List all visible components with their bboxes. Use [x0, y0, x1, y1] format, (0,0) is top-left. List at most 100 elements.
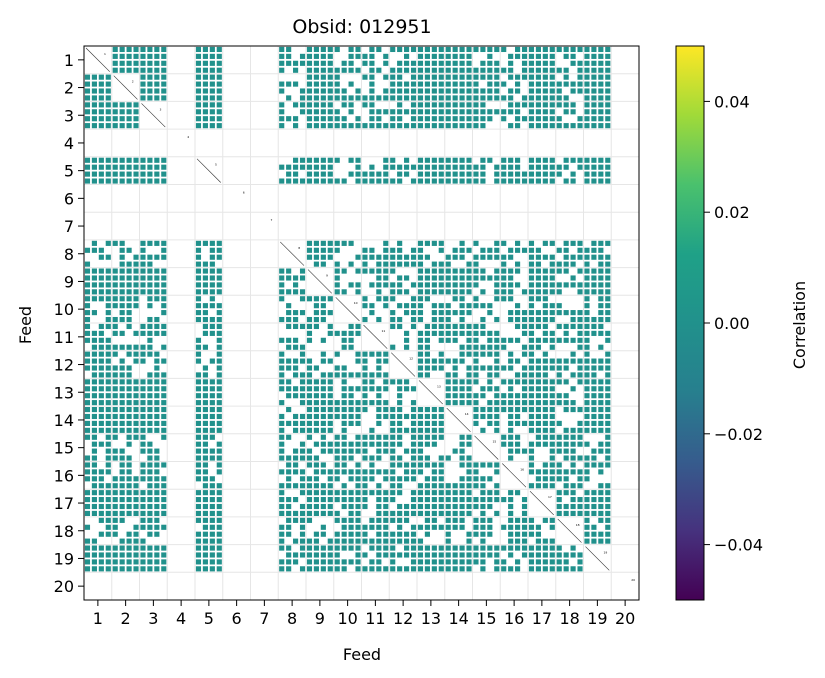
heatmap-cell [542, 407, 548, 413]
heatmap-cell [202, 497, 208, 503]
heatmap-cell [91, 88, 97, 94]
heatmap-cell [299, 490, 306, 496]
heatmap-cell [140, 178, 146, 184]
heatmap-cell [577, 67, 583, 73]
heatmap-cell [362, 261, 368, 267]
heatmap-cell [147, 503, 153, 510]
heatmap-cell [501, 497, 507, 503]
heatmap-cell [605, 240, 611, 246]
heatmap-cell [195, 289, 202, 295]
heatmap-cell [591, 400, 597, 406]
y-tick-label: 8 [64, 245, 74, 264]
heatmap-cell [584, 379, 590, 385]
heatmap-cell [299, 420, 306, 426]
heatmap-cell [605, 296, 611, 302]
heatmap-cell [535, 289, 541, 295]
heatmap-cell [105, 303, 111, 309]
heatmap-cell [577, 157, 583, 163]
heatmap-cell [147, 427, 153, 433]
heatmap-cell [209, 323, 215, 330]
heatmap-cell [147, 254, 153, 260]
heatmap-cell [147, 268, 153, 274]
y-tick-label: 18 [54, 522, 74, 541]
heatmap-cell [306, 490, 313, 496]
heatmap-cell [515, 74, 521, 80]
heatmap-cell [112, 157, 118, 163]
heatmap-cell [216, 316, 222, 323]
heatmap-cell [119, 67, 125, 73]
heatmap-cell [473, 379, 479, 385]
heatmap-cell [563, 455, 569, 461]
heatmap-cell [459, 448, 465, 454]
heatmap-cell [286, 316, 292, 323]
heatmap-cell [445, 330, 451, 336]
heatmap-cell [508, 358, 514, 364]
heatmap-cell [383, 303, 389, 309]
heatmap-cell [355, 123, 361, 129]
heatmap-cell [473, 95, 479, 101]
heatmap-cell [355, 497, 361, 503]
heatmap-cell [313, 109, 319, 115]
heatmap-cell [216, 310, 222, 316]
heatmap-cell [140, 351, 146, 357]
heatmap-cell [556, 379, 562, 385]
heatmap-cell [591, 247, 597, 253]
heatmap-cell [598, 164, 604, 170]
heatmap-cell [195, 247, 202, 253]
heatmap-cell [112, 503, 118, 510]
heatmap-cell [84, 427, 91, 433]
heatmap-cell [140, 379, 146, 385]
heatmap-cell [591, 123, 597, 129]
heatmap-cell [508, 164, 514, 170]
heatmap-cell [521, 386, 528, 392]
heatmap-cell [154, 67, 160, 73]
heatmap-cell [147, 337, 153, 343]
heatmap-cell [570, 372, 576, 378]
heatmap-cell [119, 510, 125, 516]
heatmap-cell [480, 74, 486, 80]
heatmap-cell [327, 74, 333, 80]
heatmap-cell [390, 407, 396, 413]
heatmap-cell [487, 531, 493, 537]
heatmap-cell [133, 123, 139, 129]
heatmap-cell [209, 261, 215, 267]
heatmap-cell [556, 434, 562, 440]
heatmap-cell [306, 81, 313, 87]
plot-frame [83, 45, 640, 601]
heatmap-cell [459, 344, 465, 350]
heatmap-cell [459, 559, 465, 565]
heatmap-cell [313, 53, 319, 59]
heatmap-cell [480, 254, 486, 260]
heatmap-cell [126, 289, 132, 295]
heatmap-cell [369, 455, 375, 461]
heatmap-cell [112, 365, 118, 371]
heatmap-cell [306, 254, 313, 260]
heatmap-cell [105, 462, 111, 468]
heatmap-cell [147, 67, 153, 73]
heatmap-cell [438, 74, 444, 80]
y-tick-label: 3 [64, 106, 74, 125]
heatmap-cell [452, 247, 458, 253]
heatmap-cell [105, 434, 111, 440]
heatmap-cell [431, 358, 437, 364]
heatmap-cell [466, 469, 472, 475]
heatmap-cell [487, 413, 493, 420]
heatmap-cell [556, 46, 562, 53]
heatmap-cell [286, 171, 292, 177]
heatmap-cell [452, 365, 458, 371]
heatmap-cell [521, 545, 528, 551]
heatmap-cell [584, 95, 590, 101]
heatmap-cell [431, 545, 437, 551]
heatmap-cell [535, 441, 541, 447]
heatmap-cell [362, 448, 368, 454]
heatmap-cell [279, 275, 285, 281]
heatmap-cell [140, 420, 146, 426]
heatmap-cell [383, 296, 389, 302]
heatmap-cell [515, 268, 521, 274]
heatmap-cell [376, 517, 382, 523]
heatmap-cell [320, 400, 326, 406]
heatmap-cell [459, 510, 465, 516]
heatmap-cell [508, 524, 514, 530]
heatmap-cell [84, 323, 91, 330]
heatmap-cell [542, 545, 548, 551]
